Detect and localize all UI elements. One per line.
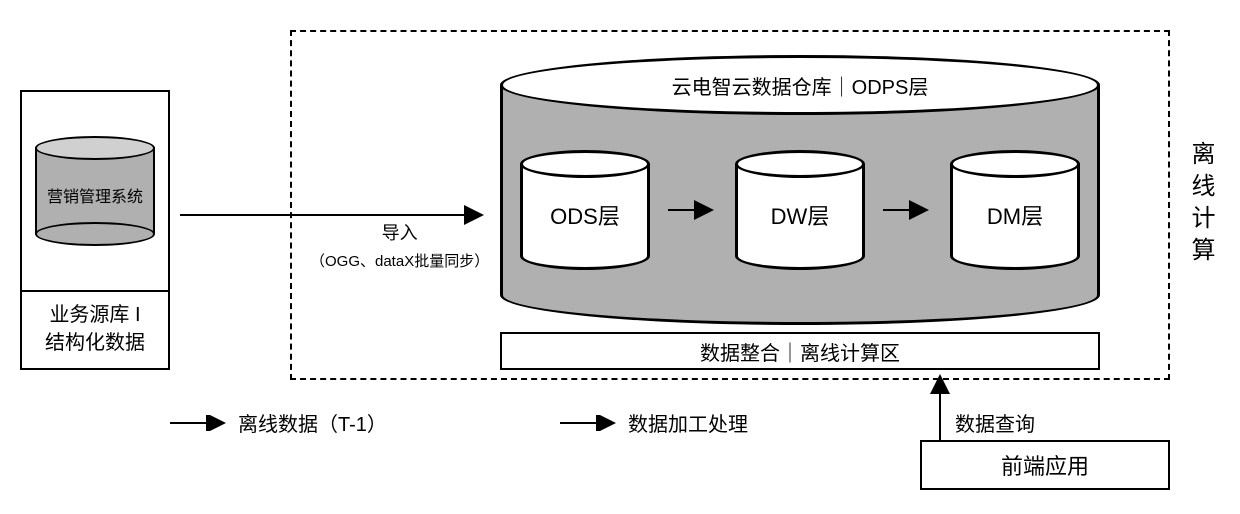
- source-cylinder: 营销管理系统: [35, 136, 155, 246]
- source-bottom-line1: 业务源库 I: [49, 301, 140, 329]
- source-cyl-top: [35, 136, 155, 160]
- ods-cyl-top: [520, 150, 650, 178]
- warehouse-layers-row: ODS层 DW层: [520, 140, 1080, 280]
- source-bottom-caption: 业务源库 I 结构化数据: [22, 290, 168, 368]
- arrow-ods-to-dw: [668, 150, 718, 270]
- source-system-label: 营销管理系统: [47, 183, 143, 207]
- offline-compute-label: 离线计算: [1183, 141, 1218, 269]
- ods-layer-cylinder: ODS层: [520, 150, 650, 270]
- source-cyl-bottom: [35, 222, 155, 246]
- integration-label: 数据整合｜离线计算区: [700, 337, 900, 366]
- arrow-dw-to-dm: [883, 150, 933, 270]
- warehouse-title: 云电智云数据仓库｜ODPS层: [672, 71, 929, 100]
- legend-processing-text: 数据加工处理: [628, 408, 748, 437]
- query-label: 数据查询: [955, 408, 1035, 437]
- warehouse-top: 云电智云数据仓库｜ODPS层: [500, 55, 1100, 115]
- query-arrow: [930, 370, 950, 440]
- ods-label: ODS层: [550, 199, 620, 231]
- dm-layer-cylinder: DM层: [950, 150, 1080, 270]
- legend-offline-data: 离线数据（T-1）: [170, 408, 387, 437]
- dw-layer-cylinder: DW层: [735, 150, 865, 270]
- integration-box: 数据整合｜离线计算区: [500, 332, 1100, 370]
- legend-offline-data-text: 离线数据（T-1）: [238, 408, 387, 437]
- source-system-box: 营销管理系统 业务源库 I 结构化数据: [20, 90, 170, 370]
- dw-cyl-top: [735, 150, 865, 178]
- source-inner: 营销管理系统: [22, 92, 168, 292]
- source-bottom-line2: 结构化数据: [45, 329, 145, 357]
- diagram-canvas: 营销管理系统 业务源库 I 结构化数据 导入 （OGG、dataX批量同步） 离…: [20, 20, 1220, 494]
- frontend-label: 前端应用: [1001, 449, 1089, 481]
- legend-processing: 数据加工处理: [560, 408, 748, 437]
- dm-label: DM层: [987, 199, 1043, 231]
- dw-label: DW层: [771, 199, 830, 231]
- frontend-app-box: 前端应用: [920, 440, 1170, 490]
- dm-cyl-top: [950, 150, 1080, 178]
